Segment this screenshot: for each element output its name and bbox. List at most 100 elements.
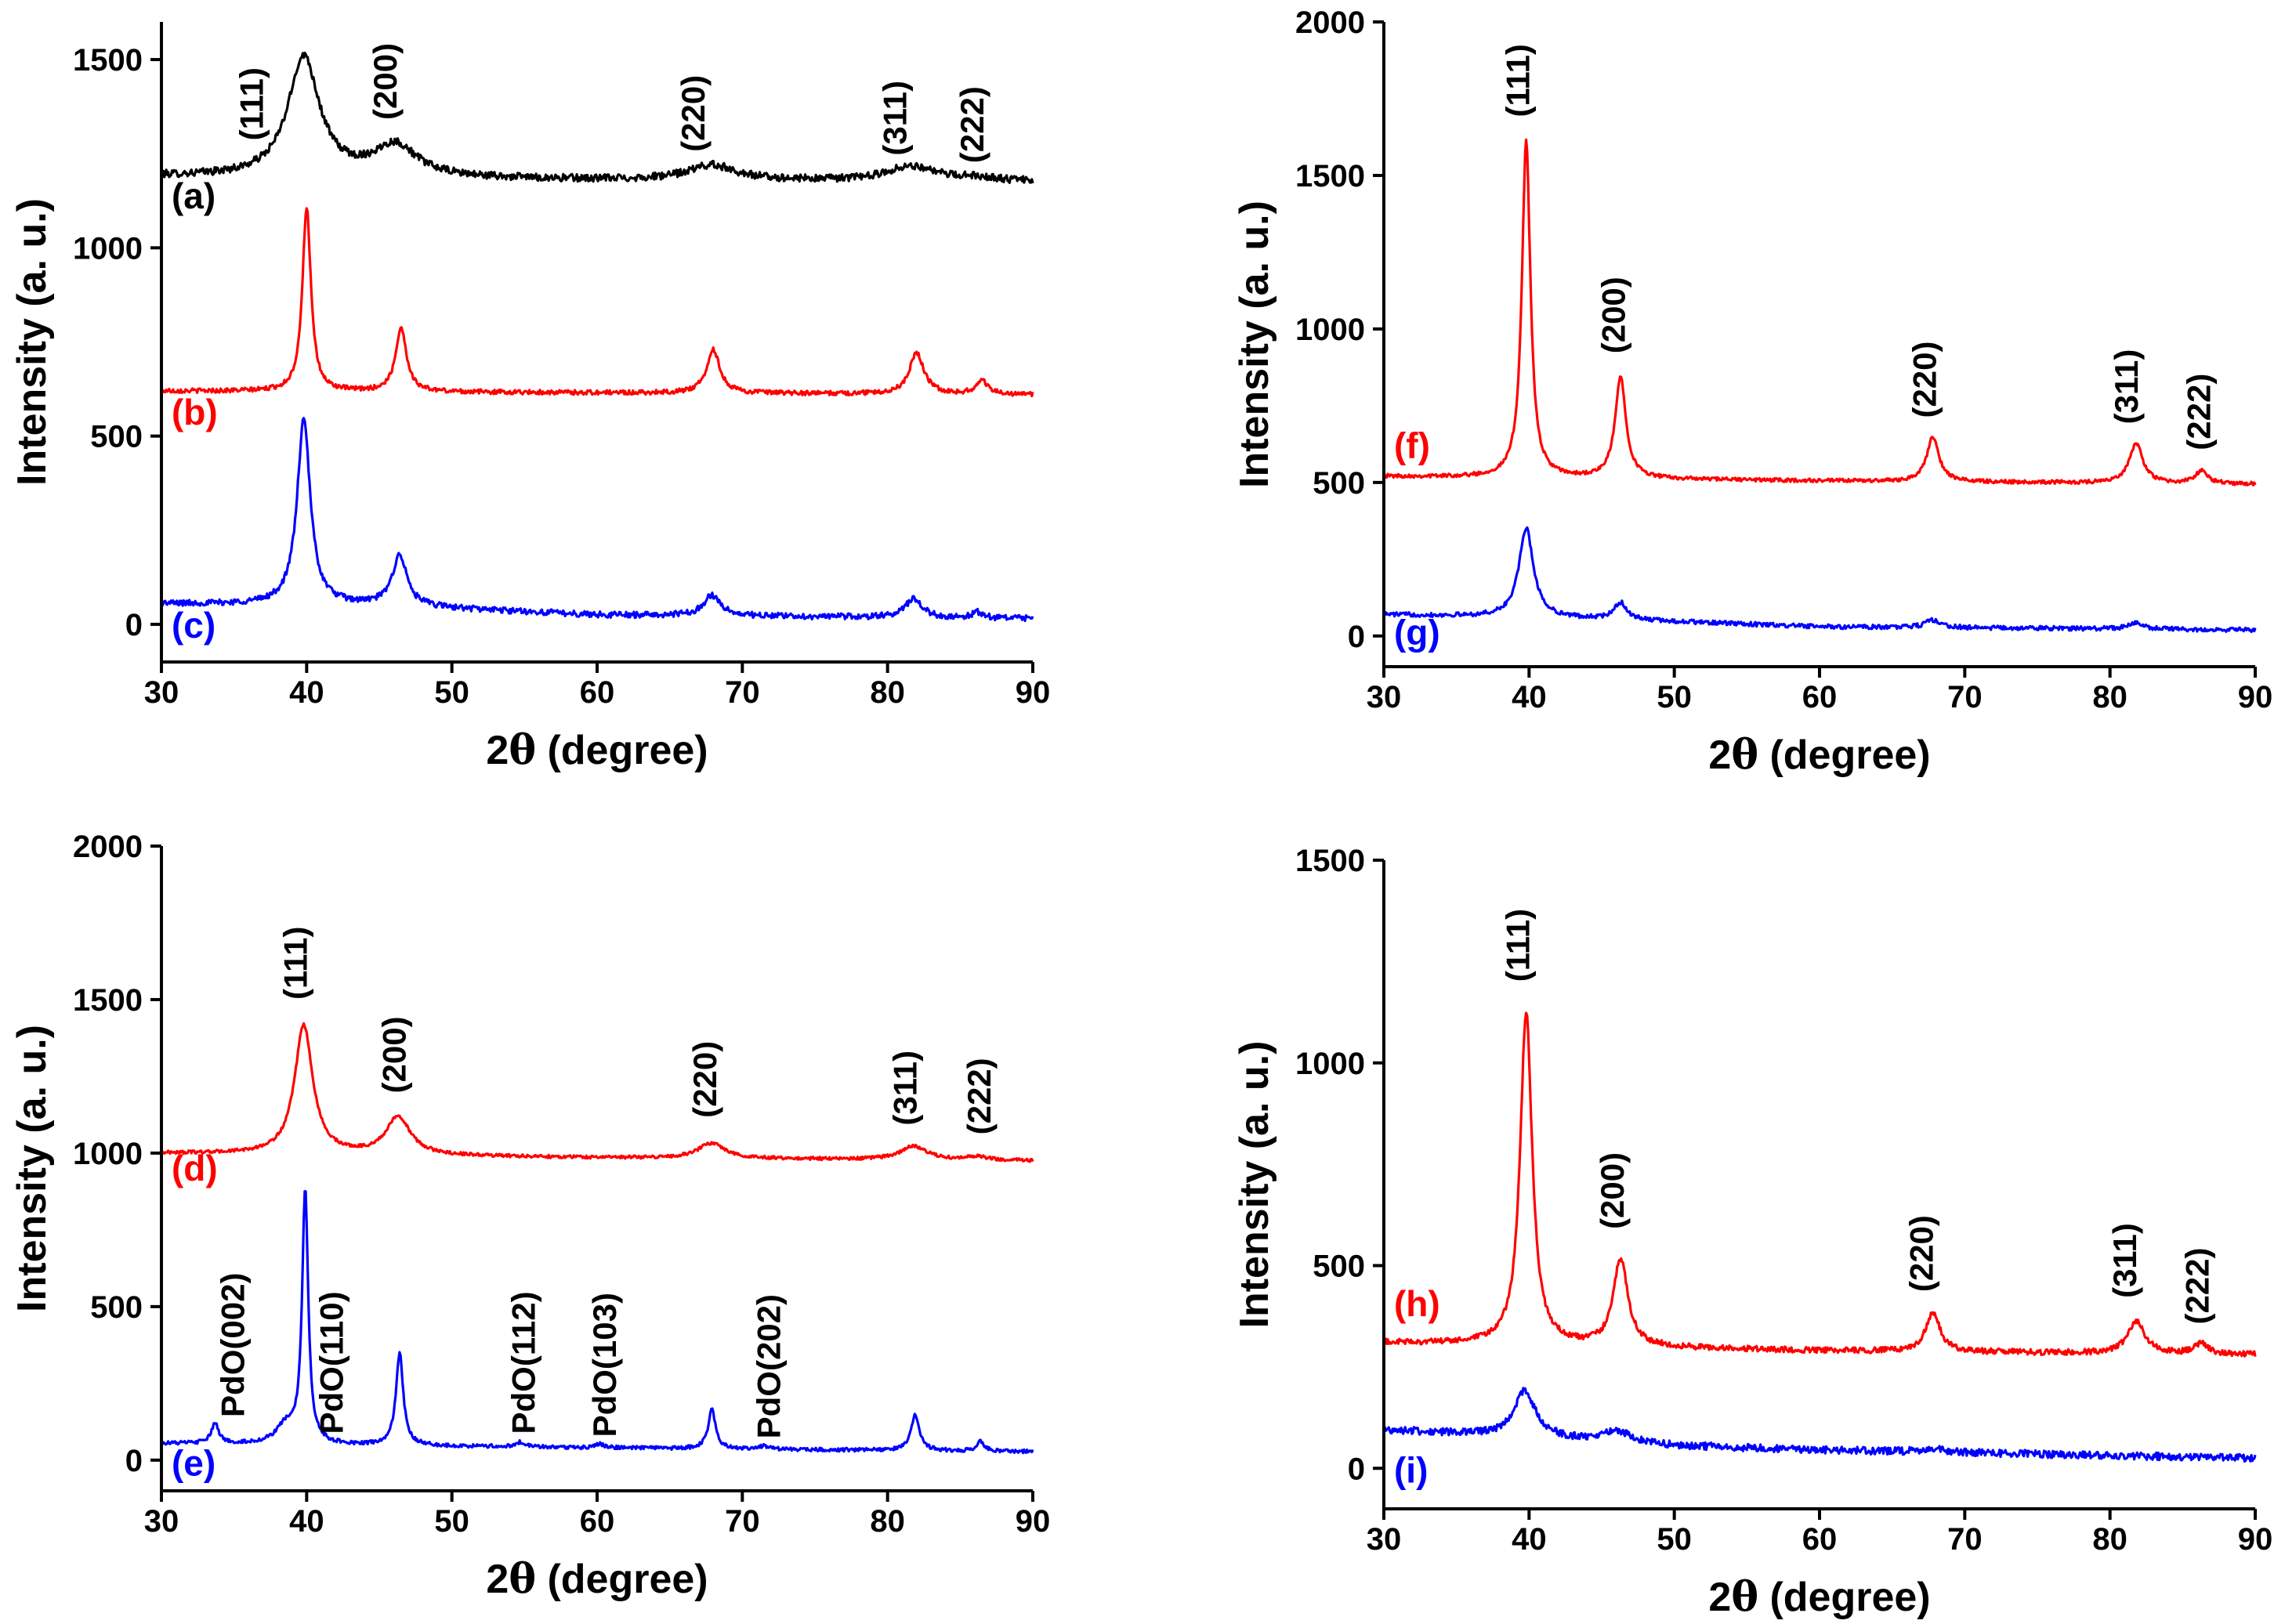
series-trace-d — [160, 1022, 1034, 1163]
y-tick-label: 2000 — [1295, 5, 1365, 40]
y-tick-label: 1500 — [1295, 159, 1365, 194]
series-trace-c — [160, 417, 1034, 623]
series-trace-h — [1382, 1011, 2257, 1358]
x-axis-title-symbol: θ — [509, 726, 536, 774]
x-tick-label: 60 — [1802, 1522, 1838, 1557]
y-tick-label: 1000 — [73, 1137, 143, 1171]
y-tick-label: 1500 — [73, 983, 143, 1018]
y-tick-label: 0 — [1348, 1452, 1365, 1486]
y-tick-label: 1500 — [1295, 844, 1365, 878]
x-axis-title-suffix: (degree) — [536, 1557, 708, 1602]
y-tick-label: 2000 — [73, 830, 143, 864]
x-tick-label: 70 — [725, 1504, 760, 1539]
x-tick-label: 80 — [2092, 680, 2127, 714]
y-tick-label: 1000 — [1295, 1047, 1365, 1081]
series-trace-b — [161, 207, 1034, 398]
x-tick-label: 30 — [144, 1504, 179, 1539]
peak-label: (200) — [1595, 277, 1632, 353]
peak-label: (200) — [1594, 1152, 1631, 1229]
curve-label: (i) — [1394, 1449, 1428, 1490]
peak-label: (222) — [2181, 374, 2218, 450]
x-axis-title-symbol: θ — [1731, 731, 1758, 779]
curve-label: (h) — [1394, 1283, 1440, 1324]
y-tick-label: 500 — [1313, 1250, 1365, 1284]
x-axis-title: 2θ (degree) — [486, 1555, 708, 1603]
curve-label: (c) — [172, 605, 215, 646]
y-tick-label: 500 — [1313, 466, 1365, 501]
x-axis-title-symbol: θ — [509, 1555, 536, 1603]
x-tick-label: 90 — [1016, 1504, 1051, 1539]
x-tick-label: 40 — [289, 1504, 324, 1539]
peak-label: PdO(110) — [313, 1291, 350, 1434]
peak-label: (220) — [686, 1041, 723, 1118]
peak-label: (311) — [877, 81, 914, 156]
curve-label: (g) — [1394, 613, 1440, 653]
x-axis-title-prefix: 2 — [486, 728, 509, 773]
x-tick-label: 40 — [1512, 680, 1547, 714]
y-tick-label: 1000 — [73, 231, 143, 266]
x-axis-title-suffix: (degree) — [536, 728, 708, 773]
x-tick-label: 50 — [1657, 1522, 1692, 1557]
series-trace-a — [160, 51, 1034, 184]
peak-label: (111) — [234, 67, 270, 140]
peak-label: (111) — [1499, 44, 1536, 117]
peak-label: (220) — [1906, 341, 1943, 418]
y-axis-title: Intensity (a. u.) — [9, 198, 55, 486]
y-tick-label: 1000 — [1295, 313, 1365, 347]
y-tick-label: 1500 — [73, 43, 143, 78]
panel-bottom-right: 30 40 50 60 70 80 90 0 500 1000 1500 2θ (degree) Int… — [1232, 844, 2272, 1621]
x-tick-label: 50 — [434, 675, 469, 710]
curve-label: (e) — [172, 1442, 215, 1483]
x-tick-label: 40 — [289, 675, 324, 710]
x-tick-label: 70 — [1947, 680, 1983, 714]
x-axis-title: 2θ (degree) — [1708, 731, 1930, 779]
series-trace-g — [1382, 526, 2257, 634]
peak-label: (200) — [375, 1016, 412, 1093]
x-tick-label: 90 — [2238, 680, 2273, 714]
x-axis-title-prefix: 2 — [1708, 1575, 1731, 1620]
peak-label: (311) — [887, 1051, 924, 1126]
series-trace-f — [1383, 138, 2257, 486]
peak-label: PdO(202) — [751, 1294, 788, 1438]
curve-label: (f) — [1394, 425, 1430, 466]
y-tick-label: 500 — [90, 420, 143, 454]
peak-label: PdO(112) — [505, 1291, 541, 1434]
x-axis-title-prefix: 2 — [486, 1557, 509, 1602]
peak-label: (222) — [961, 1058, 998, 1134]
x-tick-label: 60 — [1802, 680, 1838, 714]
series-trace-i — [1383, 1387, 2257, 1463]
series-trace-e — [160, 1190, 1034, 1455]
peak-label: (200) — [367, 43, 404, 120]
x-tick-label: 90 — [2238, 1522, 2273, 1557]
y-tick-label: 0 — [125, 1444, 143, 1478]
x-tick-label: 70 — [725, 675, 760, 710]
y-tick-label: 500 — [90, 1290, 143, 1325]
x-tick-label: 50 — [1657, 680, 1692, 714]
y-axis-title: Intensity (a. u.) — [1232, 201, 1277, 488]
x-axis-title-symbol: θ — [1731, 1573, 1758, 1621]
peak-label: (220) — [1903, 1215, 1940, 1292]
panel-top-right: 30 40 50 60 70 80 90 0 500 1000 1500 2000 2θ (degree… — [1232, 5, 2272, 779]
curve-label: (b) — [172, 392, 218, 432]
x-axis-title-suffix: (degree) — [1758, 1575, 1931, 1620]
x-tick-label: 40 — [1512, 1522, 1547, 1557]
curve-label: (a) — [172, 175, 215, 216]
peak-label: PdO(103) — [586, 1293, 623, 1437]
y-tick-label: 0 — [125, 608, 143, 642]
panel-bottom-left: 30 40 50 60 70 80 90 0 500 1000 1500 2000 2θ (degree… — [9, 830, 1050, 1603]
panel-top-left: 30 40 50 60 70 80 90 0 500 1000 1500 2θ (degree) Int… — [9, 22, 1050, 774]
y-tick-label: 0 — [1348, 620, 1365, 654]
x-tick-label: 50 — [434, 1504, 469, 1539]
peak-label: (111) — [277, 927, 313, 1000]
peak-label: (311) — [2106, 1223, 2143, 1298]
x-axis-title: 2θ (degree) — [486, 726, 708, 774]
y-axis-title: Intensity (a. u.) — [1232, 1041, 1277, 1329]
x-tick-label: 30 — [1367, 680, 1402, 714]
x-axis-title-suffix: (degree) — [1758, 732, 1931, 778]
x-tick-label: 60 — [580, 675, 615, 710]
x-axis-title: 2θ (degree) — [1708, 1573, 1930, 1621]
x-axis-title-prefix: 2 — [1708, 732, 1731, 778]
x-tick-label: 70 — [1947, 1522, 1983, 1557]
x-tick-label: 30 — [1367, 1522, 1402, 1557]
